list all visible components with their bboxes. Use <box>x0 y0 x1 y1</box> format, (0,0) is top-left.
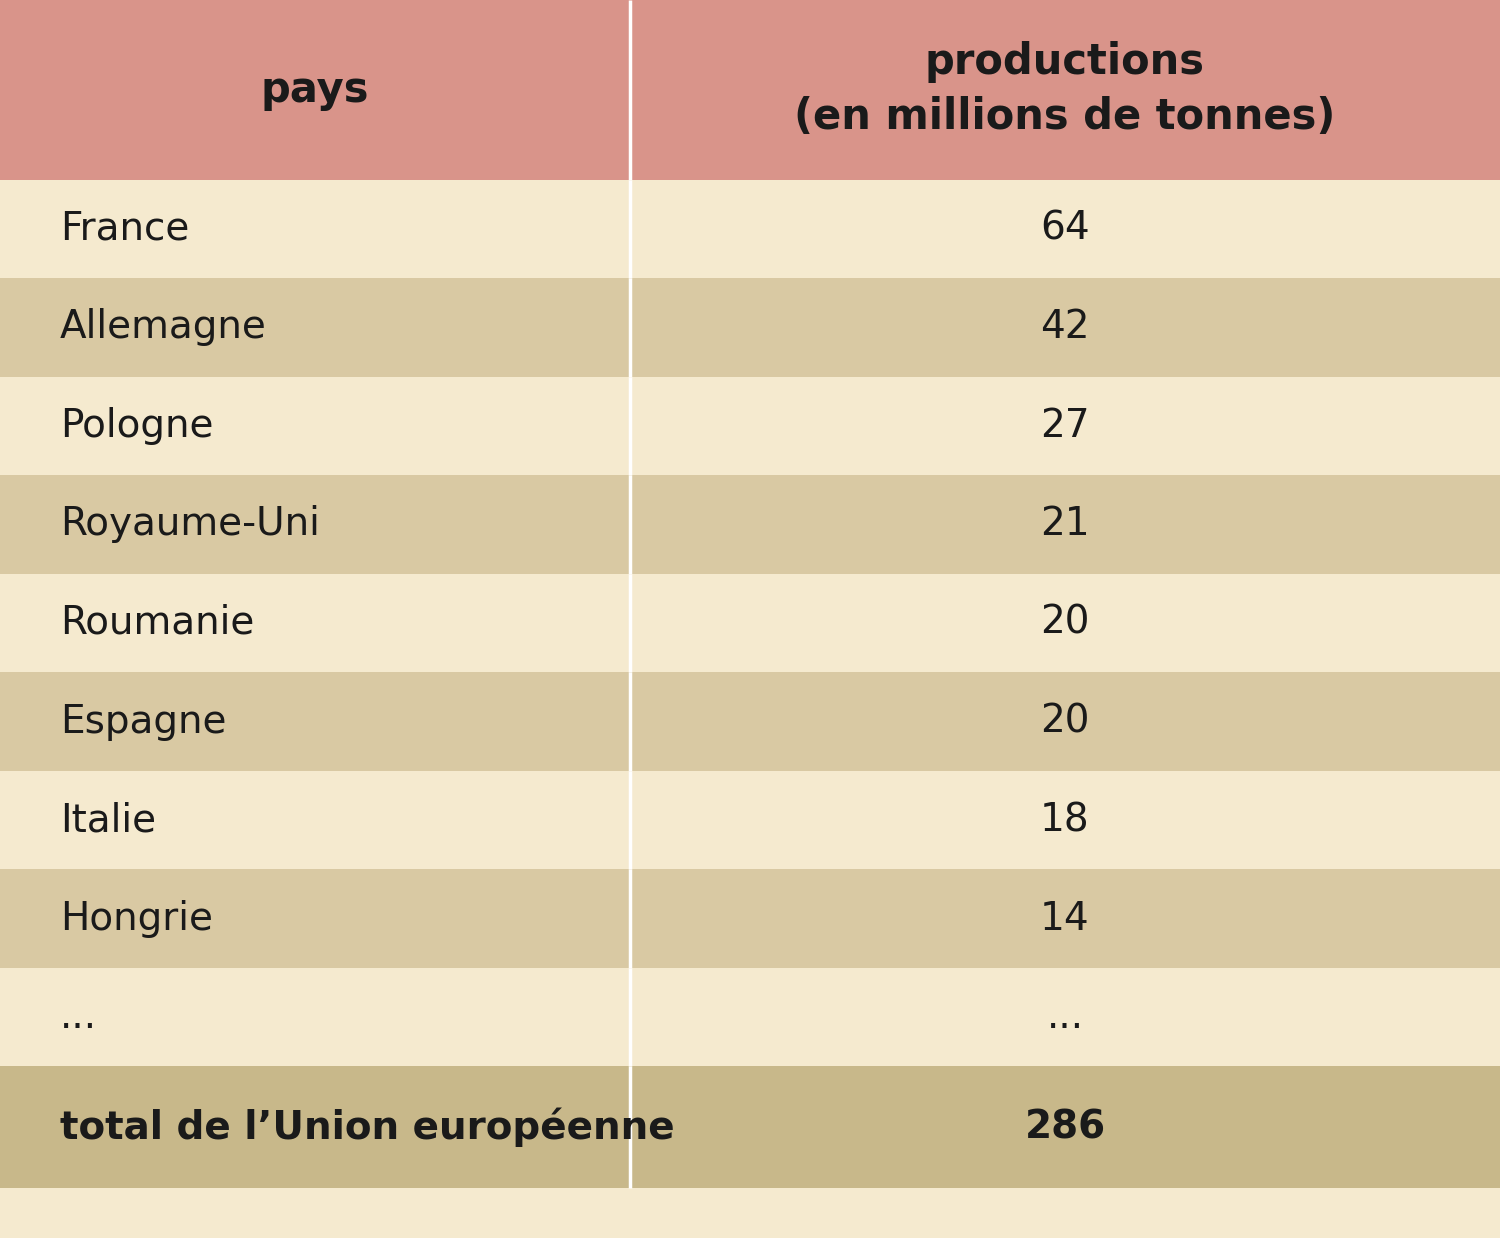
Bar <box>0 1066 1500 1188</box>
Text: 20: 20 <box>1041 604 1089 643</box>
Bar <box>0 279 1500 376</box>
Text: 20: 20 <box>1041 702 1089 740</box>
Text: Espagne: Espagne <box>60 702 226 740</box>
Text: 286: 286 <box>1024 1108 1106 1146</box>
Text: Roumanie: Roumanie <box>60 604 255 643</box>
Text: Pologne: Pologne <box>60 407 213 444</box>
Text: 18: 18 <box>1040 801 1090 839</box>
Bar <box>0 968 1500 1066</box>
Text: 42: 42 <box>1041 308 1089 347</box>
Text: pays: pays <box>261 69 369 110</box>
Text: Hongrie: Hongrie <box>60 900 213 937</box>
Text: France: France <box>60 209 189 248</box>
Text: total de l’Union européenne: total de l’Union européenne <box>60 1108 675 1146</box>
Text: Italie: Italie <box>60 801 156 839</box>
Text: ...: ... <box>1047 998 1083 1036</box>
Text: Royaume-Uni: Royaume-Uni <box>60 505 320 543</box>
Text: Allemagne: Allemagne <box>60 308 267 347</box>
Text: 64: 64 <box>1040 209 1090 248</box>
Text: 21: 21 <box>1040 505 1090 543</box>
Bar <box>0 1188 1500 1238</box>
Bar <box>0 180 1500 279</box>
Bar <box>0 573 1500 672</box>
Bar <box>0 475 1500 573</box>
Bar <box>0 376 1500 475</box>
Bar <box>0 771 1500 869</box>
Bar <box>0 0 1500 180</box>
Bar <box>0 672 1500 771</box>
Bar <box>0 869 1500 968</box>
Text: 14: 14 <box>1040 900 1090 937</box>
Text: ...: ... <box>60 998 98 1036</box>
Text: productions
(en millions de tonnes): productions (en millions de tonnes) <box>795 41 1335 139</box>
Text: 27: 27 <box>1040 407 1090 444</box>
